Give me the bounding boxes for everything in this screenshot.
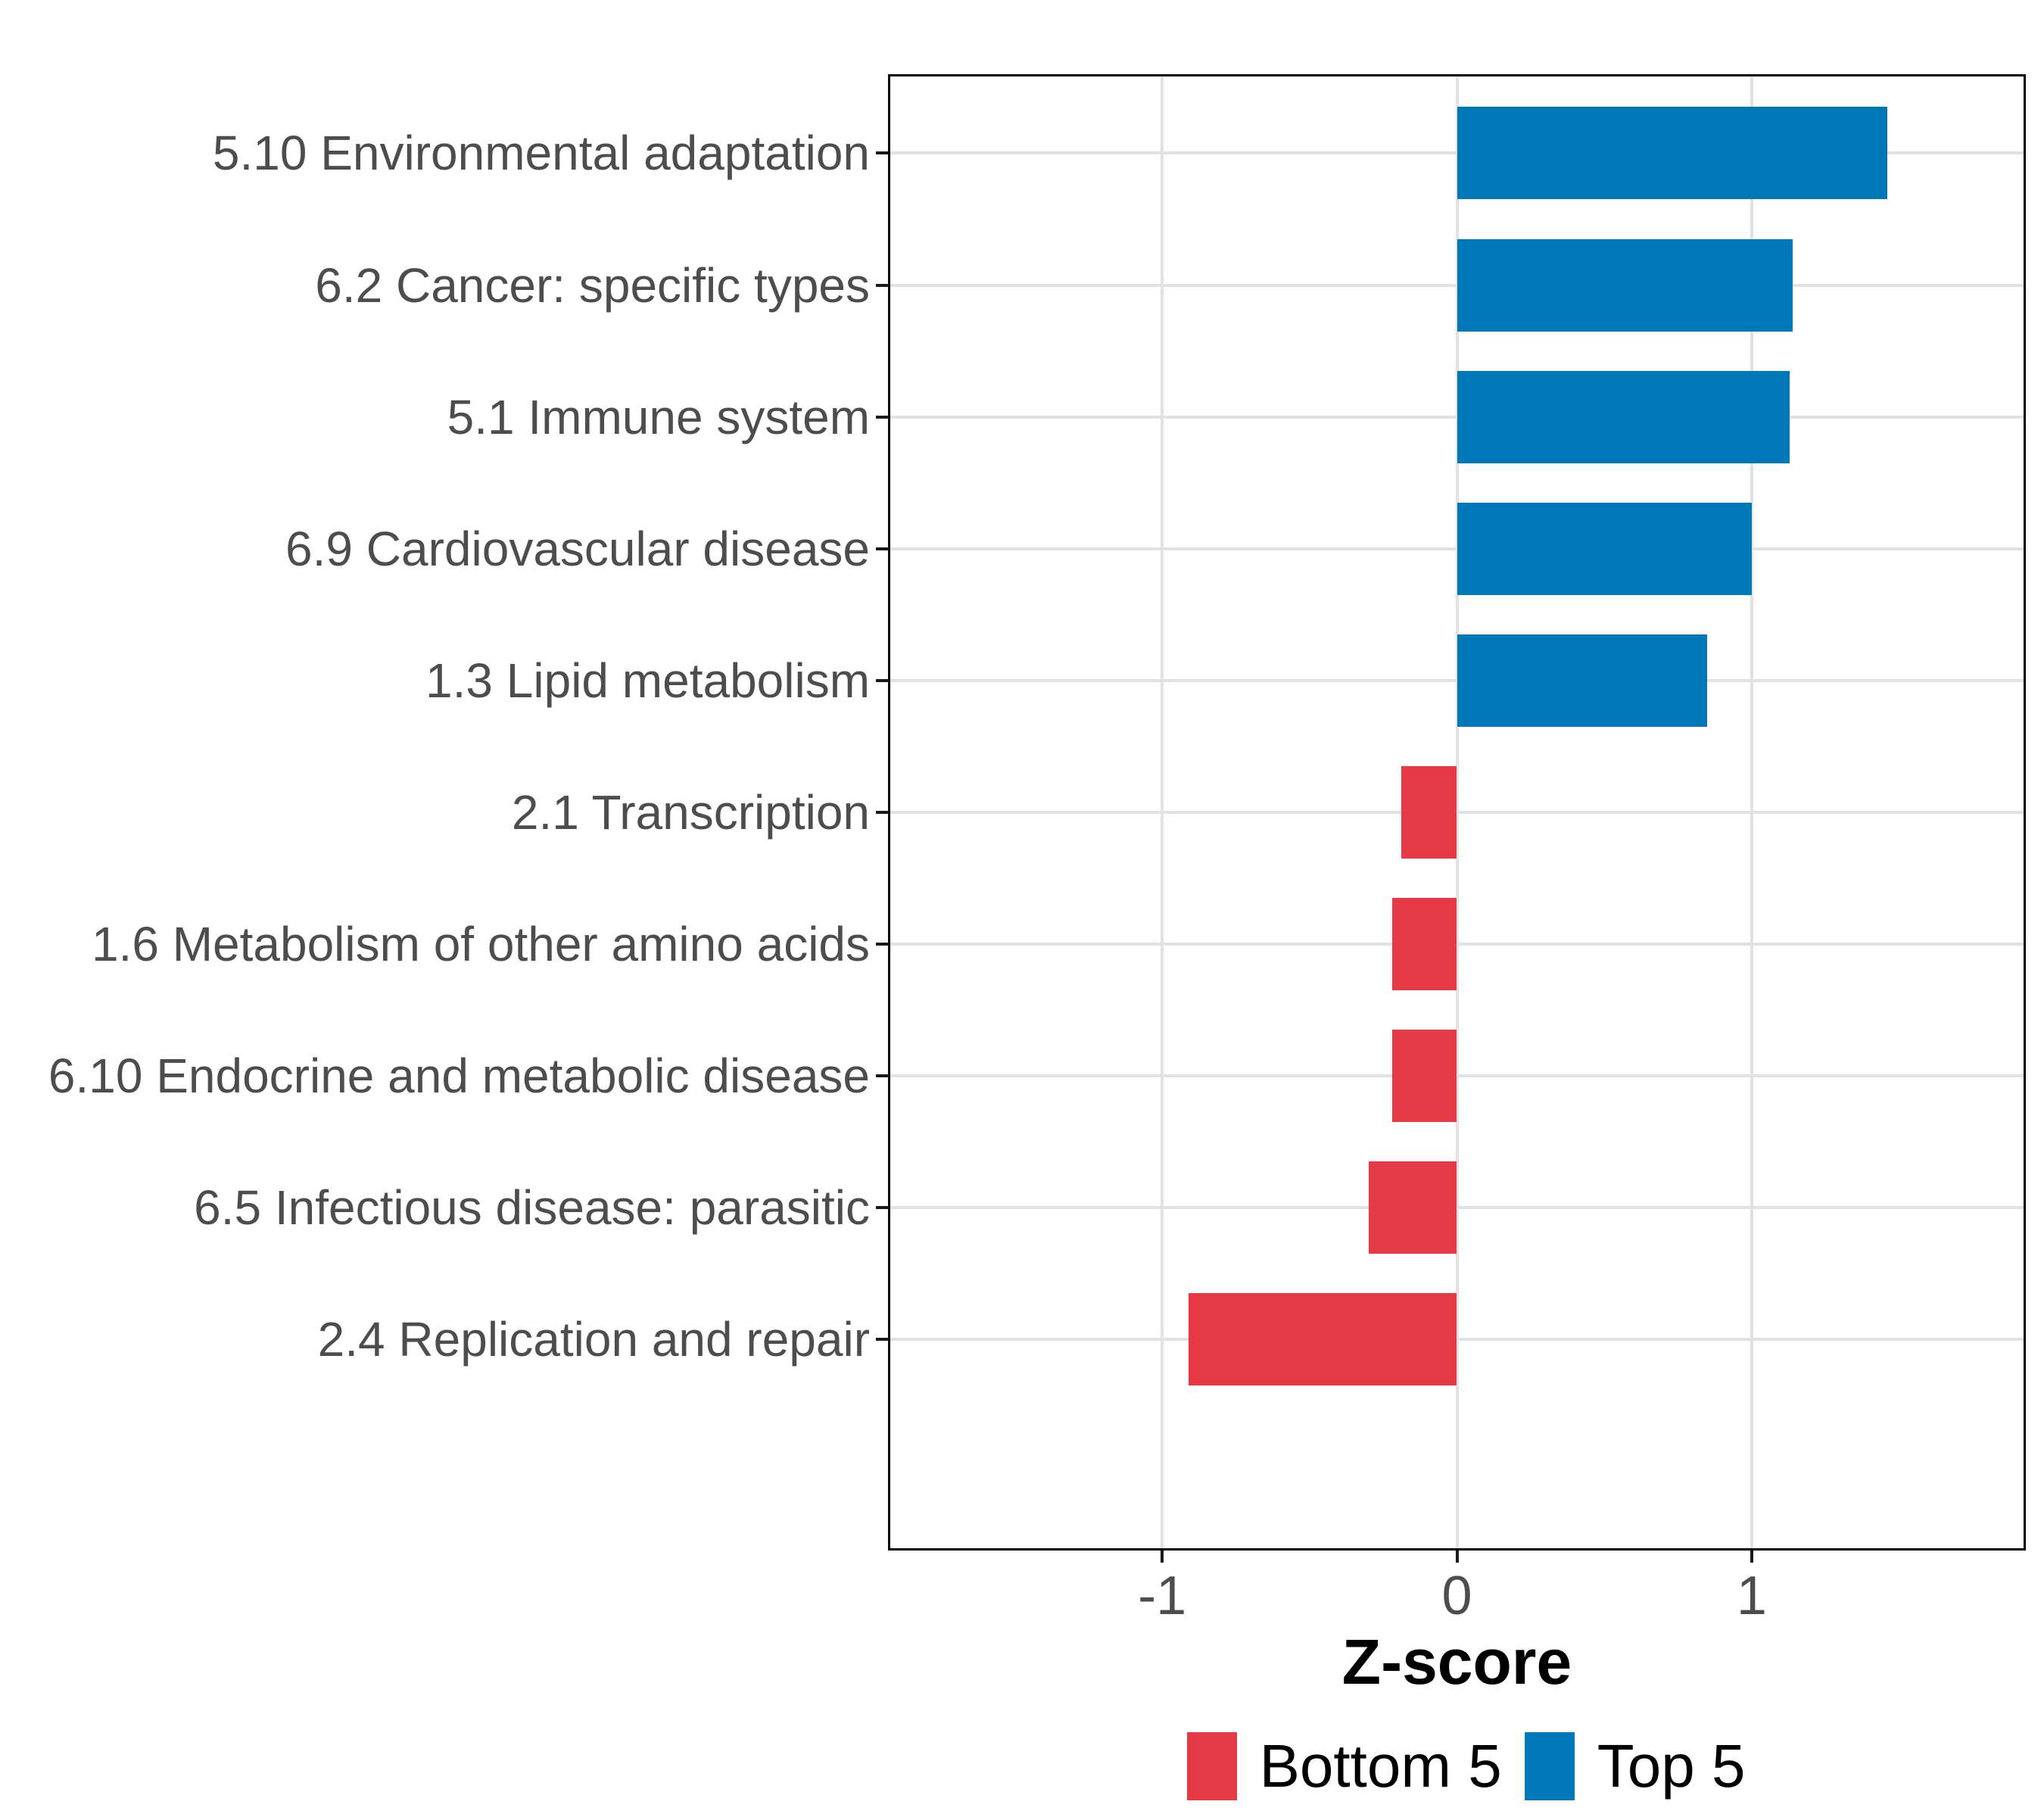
bar-top5 — [1457, 502, 1752, 595]
y-tick-mark — [876, 1206, 888, 1210]
bar-bottom5 — [1189, 1293, 1457, 1386]
x-tick-mark — [1161, 1551, 1164, 1563]
y-tick-label: 1.6 Metabolism of other amino acids — [91, 917, 870, 972]
y-gridline — [890, 1338, 2024, 1342]
y-tick-mark — [876, 547, 888, 550]
x-tick-mark — [1455, 1551, 1459, 1563]
y-tick-mark — [876, 943, 888, 946]
y-tick-label: 6.5 Infectious disease: parasitic — [194, 1180, 870, 1236]
y-tick-label: 2.4 Replication and repair — [317, 1312, 870, 1367]
x-tick-label: 0 — [1441, 1566, 1472, 1626]
legend-key-top-5 — [1524, 1732, 1575, 1800]
x-axis-title: Z-score — [1341, 1626, 1572, 1697]
bar-bottom5 — [1368, 1161, 1457, 1254]
bar-top5 — [1457, 634, 1708, 727]
legend-key-bottom-5 — [1186, 1732, 1237, 1800]
bar-top5 — [1457, 238, 1793, 332]
legend-label: Top 5 — [1597, 1732, 1746, 1800]
y-gridline — [890, 811, 2024, 814]
y-tick-label: 6.2 Cancer: specific types — [315, 257, 870, 313]
plot-panel — [888, 74, 2026, 1551]
x-tick-mark — [1750, 1551, 1753, 1563]
x-tick-label: 1 — [1736, 1566, 1767, 1626]
y-gridline — [890, 943, 2024, 946]
y-tick-mark — [876, 678, 888, 682]
y-tick-mark — [876, 1074, 888, 1078]
bar-top5 — [1457, 370, 1790, 463]
y-tick-label: 1.3 Lipid metabolism — [425, 653, 870, 708]
x-tick-label: -1 — [1138, 1566, 1187, 1626]
y-tick-mark — [876, 415, 888, 419]
legend-label: Bottom 5 — [1259, 1732, 1502, 1800]
legend: Bottom 5 Top 5 — [1186, 1732, 1746, 1800]
y-tick-label: 5.1 Immune system — [447, 389, 870, 444]
bar-top5 — [1457, 107, 1887, 200]
y-tick-mark — [876, 151, 888, 155]
bar-bottom5 — [1391, 1030, 1457, 1123]
y-gridline — [890, 1206, 2024, 1210]
y-tick-label: 6.9 Cardiovascular disease — [285, 521, 870, 576]
bar-bottom5 — [1401, 766, 1457, 859]
y-gridline — [890, 1074, 2024, 1078]
y-tick-mark — [876, 1338, 888, 1342]
y-tick-label: 5.10 Environmental adaptation — [212, 126, 870, 181]
y-tick-label: 2.1 Transcription — [511, 785, 870, 840]
y-tick-mark — [876, 283, 888, 287]
bar-bottom5 — [1391, 898, 1457, 991]
y-tick-label: 6.10 Endocrine and metabolic disease — [48, 1049, 870, 1104]
y-tick-mark — [876, 811, 888, 814]
